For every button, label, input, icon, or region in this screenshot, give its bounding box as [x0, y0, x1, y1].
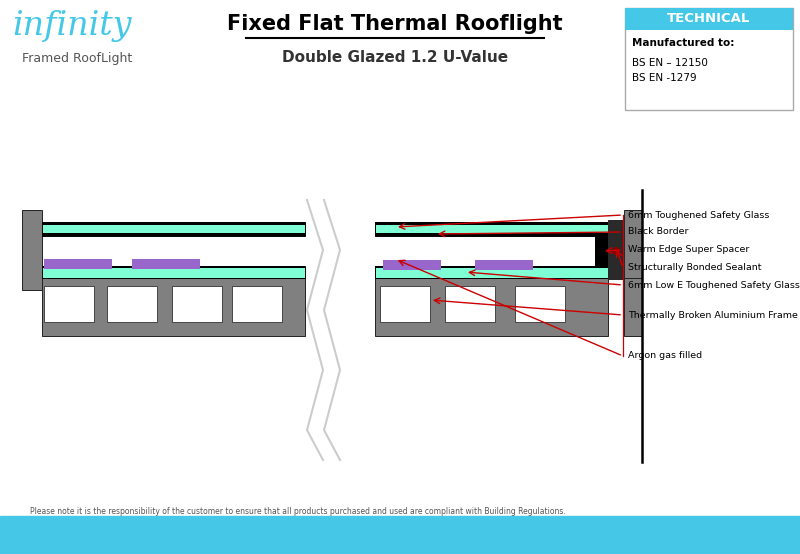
Bar	[608, 220, 624, 280]
Bar	[132, 259, 200, 269]
Bar	[515, 286, 565, 322]
Bar	[383, 260, 441, 270]
Text: BS EN -1279: BS EN -1279	[632, 73, 697, 83]
Text: BS EN – 12150: BS EN – 12150	[632, 58, 708, 68]
Text: Framed RoofLight: Framed RoofLight	[22, 52, 132, 65]
Text: Black Border: Black Border	[628, 228, 689, 237]
Bar	[375, 233, 608, 236]
Bar	[475, 260, 533, 270]
Text: Thermally Broken Aluminium Frame: Thermally Broken Aluminium Frame	[628, 310, 798, 320]
Text: TECHNICAL: TECHNICAL	[667, 13, 750, 25]
Circle shape	[612, 247, 620, 255]
Bar	[42, 266, 305, 268]
Bar	[172, 286, 222, 322]
Bar	[0, 516, 800, 554]
Bar	[380, 286, 430, 322]
Bar	[44, 286, 94, 322]
Bar	[375, 266, 608, 268]
Bar	[107, 286, 157, 322]
Text: Fixed Flat Thermal Rooflight: Fixed Flat Thermal Rooflight	[227, 14, 563, 34]
Bar	[42, 266, 305, 278]
Bar	[625, 8, 793, 110]
Bar	[44, 259, 112, 269]
Bar	[42, 222, 305, 236]
Bar	[624, 278, 642, 336]
Text: Manufactured to:: Manufactured to:	[632, 38, 734, 48]
Bar	[42, 222, 305, 225]
Bar	[42, 233, 305, 236]
Text: Warm Edge Super Spacer: Warm Edge Super Spacer	[628, 245, 750, 254]
Text: Argon gas filled: Argon gas filled	[628, 351, 702, 361]
Text: 6mm Toughened Safety Glass: 6mm Toughened Safety Glass	[628, 211, 770, 219]
Bar	[375, 266, 608, 278]
Bar	[595, 236, 608, 266]
Bar	[625, 8, 793, 30]
Bar	[624, 210, 642, 290]
Bar	[375, 278, 608, 336]
Bar	[22, 210, 42, 290]
Text: 6mm Low E Toughened Safety Glass: 6mm Low E Toughened Safety Glass	[628, 280, 800, 290]
Bar	[375, 222, 608, 236]
Bar	[375, 222, 608, 225]
Bar	[232, 286, 282, 322]
Text: Structurally Bonded Sealant: Structurally Bonded Sealant	[628, 264, 762, 273]
Text: Double Glazed 1.2 U-Value: Double Glazed 1.2 U-Value	[282, 50, 508, 65]
Text: Please note it is the responsibility of the customer to ensure that all products: Please note it is the responsibility of …	[30, 507, 566, 516]
Bar	[445, 286, 495, 322]
Text: infinity: infinity	[12, 10, 131, 42]
Bar	[42, 278, 305, 336]
